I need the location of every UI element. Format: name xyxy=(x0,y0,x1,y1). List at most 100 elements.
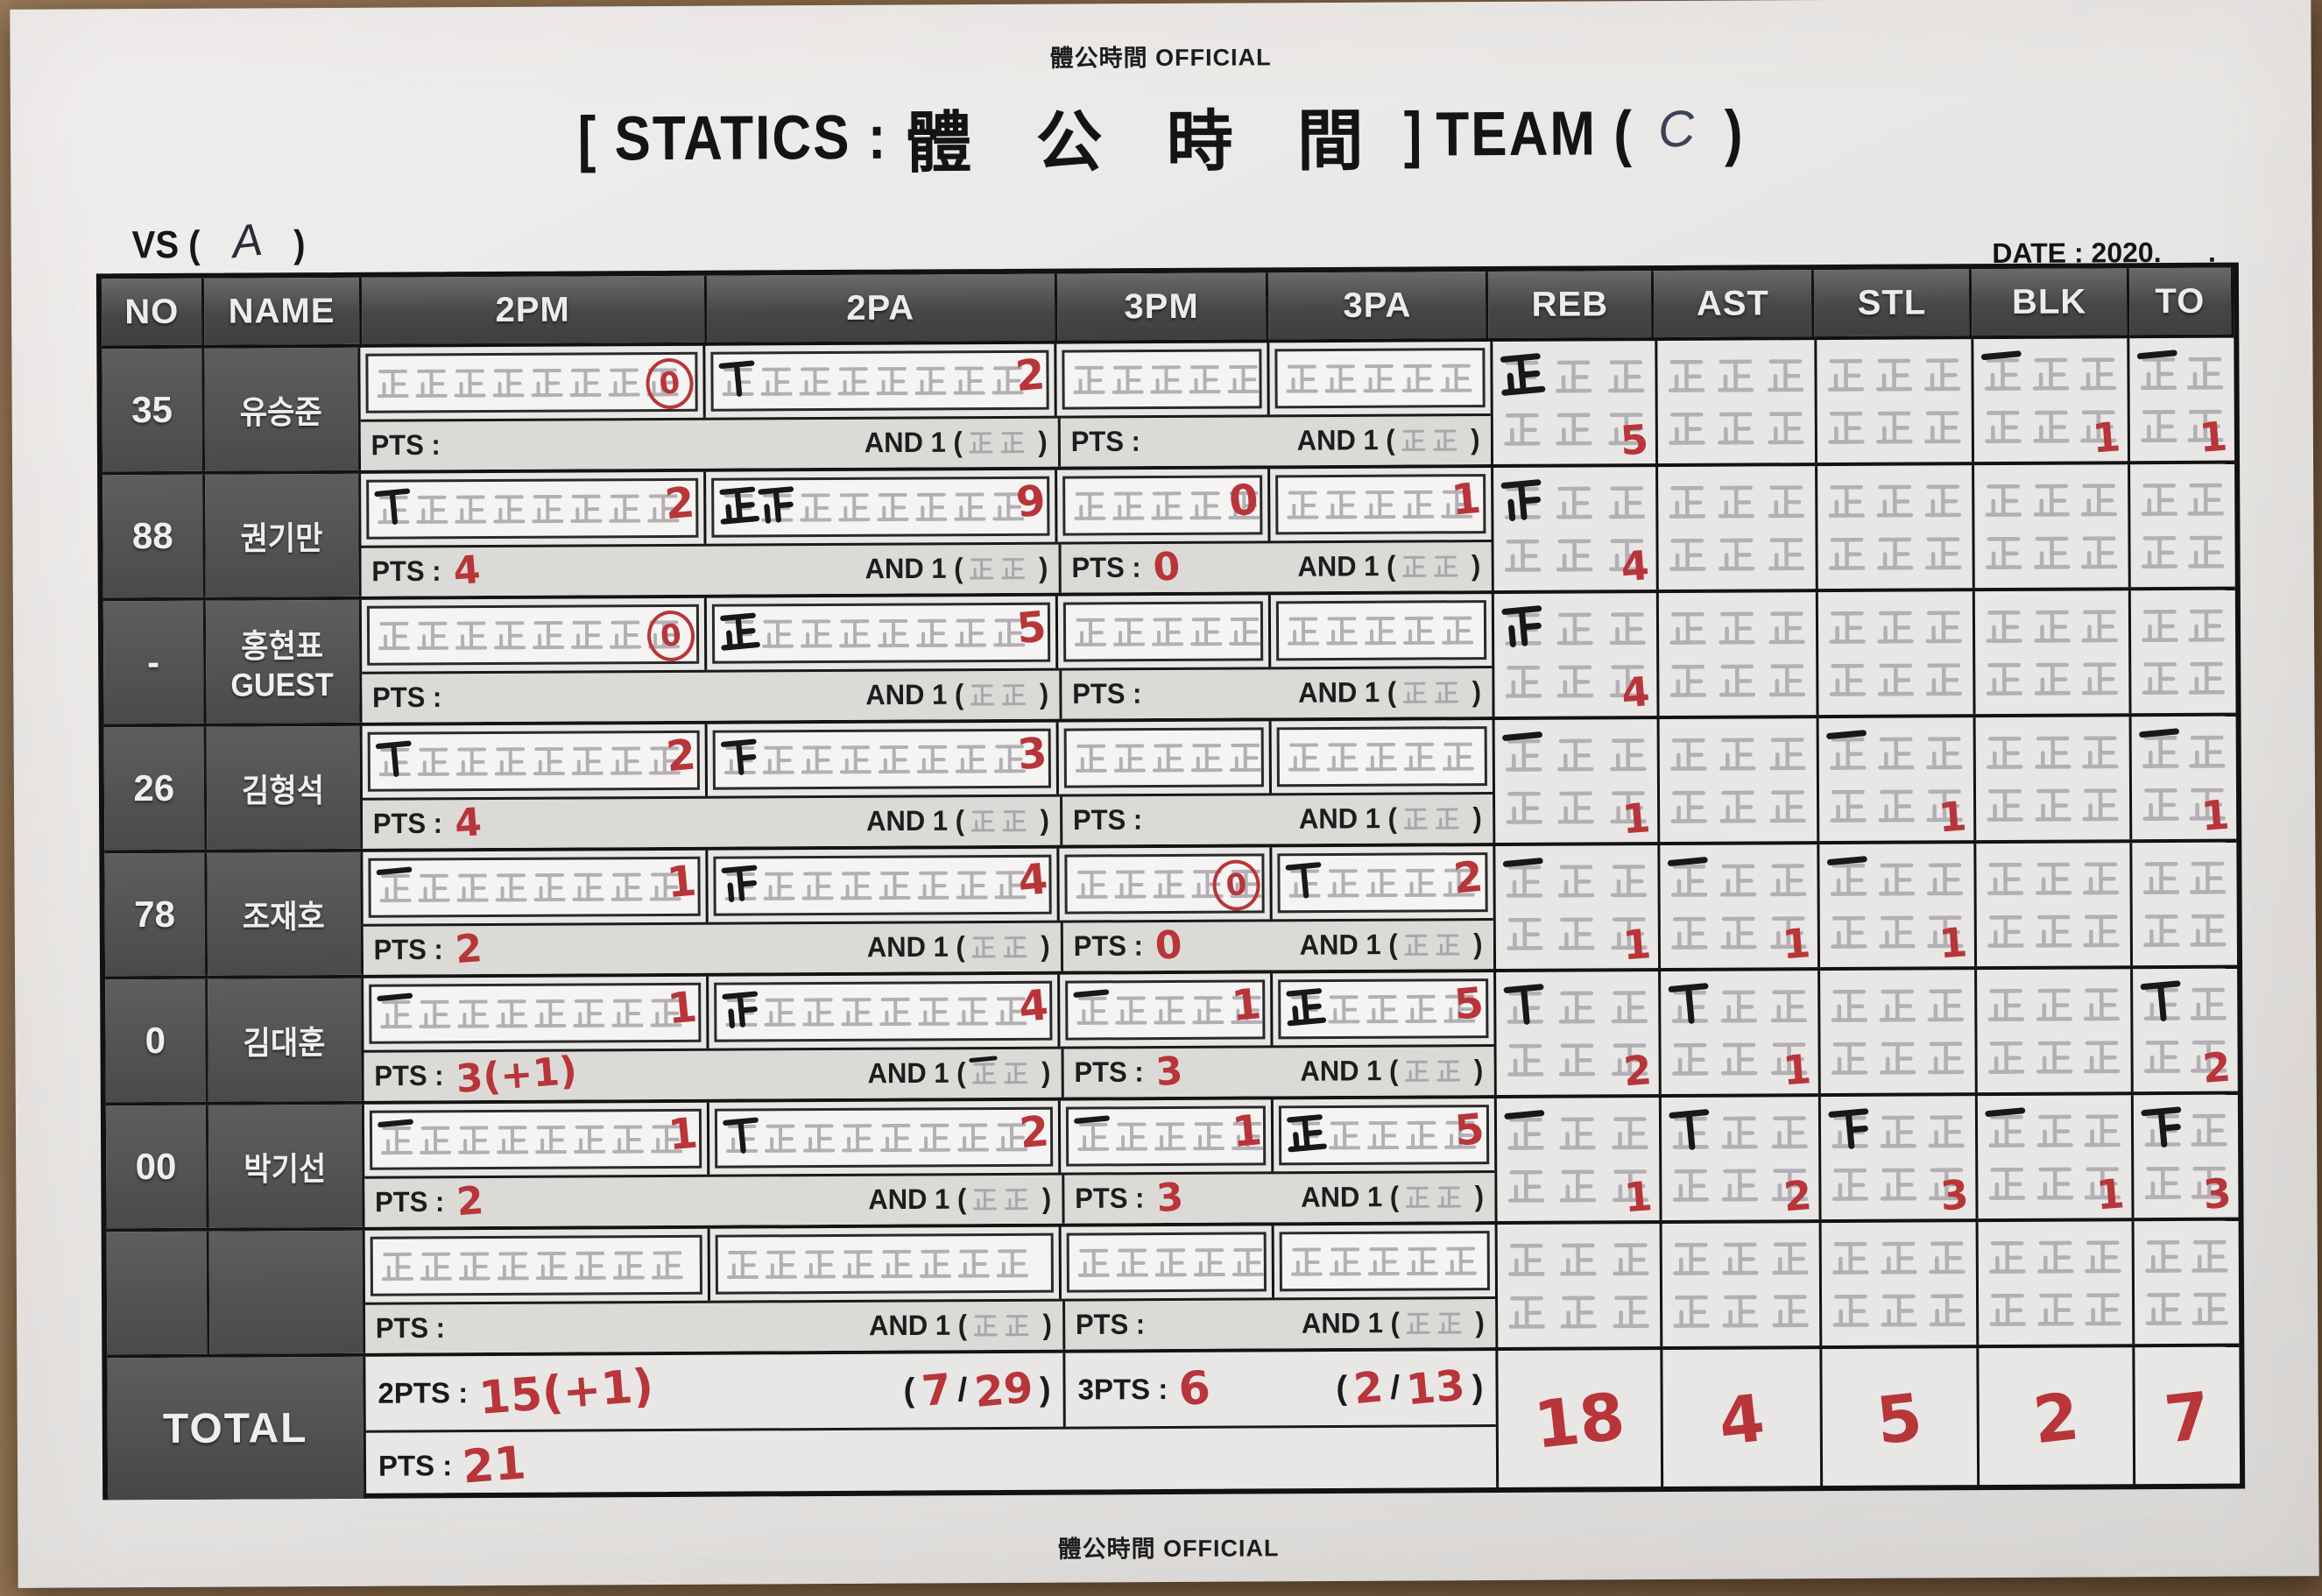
pen-tally-mark xyxy=(2133,342,2184,400)
zheng-glyph xyxy=(1505,1037,1545,1083)
zheng-glyph xyxy=(495,1243,530,1289)
zheng-glyph xyxy=(377,612,412,658)
stat-tally-row xyxy=(1668,983,1809,1029)
zheng-glyph xyxy=(993,862,1028,907)
pen-tally-mark xyxy=(1282,978,1330,1035)
and1-label: AND 1 ( xyxy=(1299,929,1398,962)
zheng-glyph xyxy=(1403,1056,1429,1087)
pts-2pt-value: 2 xyxy=(455,1178,485,1225)
zheng-glyph xyxy=(1766,531,1806,576)
pts-3pt-section: PTS : 3 AND 1 ( ) xyxy=(1062,1172,1495,1224)
zheng-glyph xyxy=(1228,734,1263,780)
zheng-glyph xyxy=(1403,859,1438,905)
pen-tally-mark xyxy=(754,476,801,533)
total-2pts-value: 15(+1) xyxy=(476,1359,655,1425)
zheng-glyph xyxy=(1924,782,1965,828)
zheng-glyph xyxy=(1556,858,1597,903)
tally-cell-3pm xyxy=(1061,1225,1275,1299)
stat-tally-row xyxy=(2137,350,2226,397)
pen-tally-mark xyxy=(718,980,766,1038)
stat-tally-row xyxy=(1827,604,1964,650)
and1-group: AND 1 ( ) xyxy=(1302,1306,1485,1339)
total-stl-value: 5 xyxy=(1873,1380,1927,1460)
and1-glyph-holder xyxy=(1400,425,1426,456)
zheng-glyph xyxy=(1074,735,1109,780)
zheng-glyph xyxy=(377,991,413,1036)
player-name-cell: 권기만 xyxy=(204,473,362,597)
total-points-bottom: PTS :21 xyxy=(366,1427,1496,1499)
pts-label: PTS : xyxy=(1074,1056,1144,1089)
stat-cell-blk xyxy=(1976,843,2134,967)
zheng-glyph xyxy=(1289,1239,1324,1284)
and1-label: AND 1 ( xyxy=(1298,676,1397,710)
and1-glyph-holder xyxy=(1003,1183,1029,1215)
red-count: 1 xyxy=(1620,794,1652,844)
zheng-glyph xyxy=(2032,730,2072,775)
zheng-glyph xyxy=(1829,1035,1869,1081)
zheng-glyph xyxy=(999,553,1026,584)
tally-cell-3pa xyxy=(1272,720,1493,793)
player-number-cell: 35 xyxy=(102,348,205,472)
and1-group: AND 1 ( ) xyxy=(869,1309,1052,1342)
zheng-glyph xyxy=(1827,657,1867,703)
zheng-glyph xyxy=(1554,353,1594,399)
pen-tally-mark xyxy=(715,350,762,407)
zheng-glyph xyxy=(2082,1160,2122,1205)
zheng-glyph xyxy=(956,988,991,1034)
column-header-label: AST xyxy=(1696,283,1769,323)
stat-tally-row xyxy=(1986,981,2121,1028)
zheng-glyph xyxy=(1670,1236,1711,1282)
zheng-glyph xyxy=(2142,1160,2183,1205)
zheng-glyph xyxy=(456,1117,491,1162)
zheng-glyph xyxy=(1328,1239,1363,1284)
stat-tally-row xyxy=(2139,728,2227,775)
team-value-handwritten: C xyxy=(1655,98,1697,159)
red-count: 0 xyxy=(1226,475,1261,526)
tally-cell-2pa: 2 xyxy=(705,343,1058,418)
zheng-glyph xyxy=(1667,532,1707,577)
zheng-glyph xyxy=(2139,728,2181,774)
zheng-glyph xyxy=(568,485,603,531)
zheng-glyph xyxy=(1443,1112,1478,1157)
and1-close: ) xyxy=(1466,1054,1484,1087)
tally-strip: 2 xyxy=(367,730,701,792)
zheng-glyph xyxy=(1980,350,2022,397)
ratio-made: 7 xyxy=(919,1364,954,1416)
player-name-cell: 박기선 xyxy=(208,1104,365,1228)
zheng-glyph xyxy=(1986,908,2026,954)
zheng-glyph xyxy=(970,805,996,837)
title-bracket-close: ] xyxy=(1403,99,1424,170)
zheng-glyph xyxy=(1924,730,1965,775)
zheng-glyph xyxy=(2139,477,2179,522)
stat-tally-row xyxy=(1987,1160,2122,1206)
player-row: 35 유승준 0 2 PTS : AND 1 ( ) PTS : AND 1 ( ) 5 1 1 xyxy=(102,337,2235,476)
red-count: 5 xyxy=(1451,978,1486,1030)
stat-cell-reb: 4 xyxy=(1493,593,1660,717)
pts-label: PTS : xyxy=(371,681,442,714)
and1-glyph-holder xyxy=(1435,1056,1461,1087)
player-number: 78 xyxy=(134,893,176,936)
zheng-glyph xyxy=(1720,1288,1761,1333)
shooting-section: PTS : AND 1 ( ) PTS : AND 1 ( ) xyxy=(364,1225,1498,1353)
zheng-glyph xyxy=(1189,608,1224,653)
red-count: 2 xyxy=(1013,350,1048,402)
player-number-cell: 88 xyxy=(102,474,206,598)
zheng-glyph xyxy=(570,864,605,909)
zheng-glyph xyxy=(1668,605,1708,651)
zheng-glyph xyxy=(1667,479,1707,525)
pts-label: PTS : xyxy=(375,1311,446,1345)
stat-cell-to: 2 xyxy=(2133,969,2238,1092)
zheng-glyph xyxy=(719,484,760,530)
zheng-glyph xyxy=(2079,655,2120,701)
zheng-glyph xyxy=(1923,656,1964,702)
zheng-glyph xyxy=(1879,1234,1919,1280)
points-line: PTS : AND 1 ( ) PTS : AND 1 ( ) xyxy=(360,413,1491,470)
zheng-glyph xyxy=(1323,356,1359,401)
stat-cell-ast: 1 xyxy=(1660,971,1821,1094)
zheng-glyph xyxy=(1768,857,1808,902)
zheng-glyph xyxy=(1501,731,1543,778)
player-name-cell: 김형석 xyxy=(206,725,363,850)
zheng-glyph xyxy=(1878,1161,1918,1206)
zheng-glyph xyxy=(1827,604,1867,650)
zheng-glyph xyxy=(764,1241,799,1287)
